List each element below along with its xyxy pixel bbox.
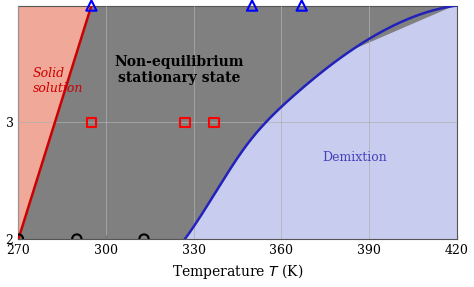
Point (15, 237, 22, 241)
Point (88, 3, 95, 8)
Text: Demixtion: Demixtion (322, 151, 387, 164)
Text: Non-equilibrium
stationary state: Non-equilibrium stationary state (114, 55, 244, 85)
Point (140, 237, 148, 241)
Point (73, 237, 81, 241)
Point (88, 120, 95, 125)
Point (248, 3, 256, 8)
Text: Solid
solution: Solid solution (33, 67, 83, 96)
Point (210, 120, 218, 125)
Polygon shape (185, 5, 456, 239)
Point (298, 3, 306, 8)
Point (181, 120, 189, 125)
Polygon shape (18, 5, 91, 239)
X-axis label: Temperature $T$ (K): Temperature $T$ (K) (172, 262, 303, 282)
Polygon shape (18, 5, 456, 239)
